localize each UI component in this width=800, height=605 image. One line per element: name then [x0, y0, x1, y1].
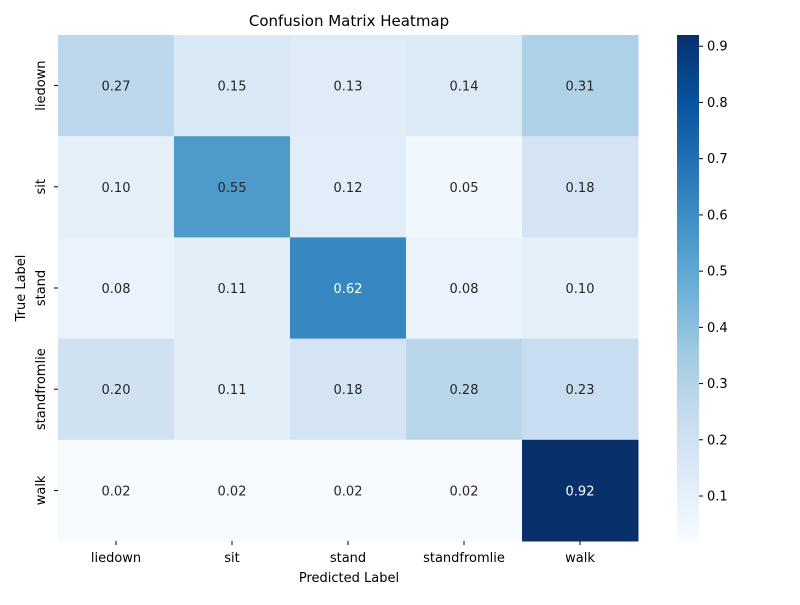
- cell-value-label: 0.18: [566, 181, 595, 196]
- heatmap-cell: [522, 237, 639, 340]
- heatmap-cell: [406, 338, 523, 441]
- x-axis-ticks: liedown sit stand standfromlie walk: [91, 541, 595, 566]
- x-tick-label: sit: [224, 551, 239, 566]
- heatmap-cell: [406, 439, 523, 542]
- colorbar-tick-label: 0.9: [707, 40, 728, 55]
- heatmap-cell: [290, 35, 407, 137]
- cell-value-label: 0.13: [334, 80, 363, 95]
- cell-value-label: 0.23: [566, 383, 595, 398]
- heatmap-cells: 0.27 0.15 0.13 0.14 0.31 0.10 0.55 0.12 0.05 0.18…: [58, 35, 639, 542]
- colorbar-tick-label: 0.7: [707, 152, 728, 167]
- cell-value-label: 0.02: [450, 484, 479, 499]
- heatmap-cell: [174, 35, 291, 137]
- heatmap-cell: [290, 136, 407, 238]
- colorbar-tick-label: 0.2: [707, 433, 728, 448]
- colorbar-tick-label: 0.1: [707, 490, 728, 505]
- heatmap-cell: [406, 237, 523, 340]
- cell-value-label: 0.10: [102, 181, 131, 196]
- cell-value-label: 0.14: [450, 80, 479, 95]
- y-tick-label: liedown: [34, 60, 49, 110]
- heatmap-cell: [58, 439, 175, 542]
- cell-value-label: 0.15: [218, 80, 247, 95]
- heatmap-cell: [174, 439, 291, 542]
- y-axis-label: True Label: [14, 255, 29, 323]
- heatmap-cell: [174, 338, 291, 441]
- x-tick-label: walk: [565, 551, 595, 566]
- cell-value-label: 0.12: [334, 181, 363, 196]
- cell-value-label: 0.55: [218, 181, 247, 196]
- cell-value-label: 0.62: [334, 282, 363, 297]
- x-tick-label: stand: [330, 551, 366, 566]
- y-tick-label: walk: [34, 475, 49, 505]
- heatmap-cell: [174, 136, 291, 238]
- cell-value-label: 0.02: [218, 484, 247, 499]
- cell-value-label: 0.02: [334, 484, 363, 499]
- heatmap-cell: [58, 35, 175, 137]
- chart-title: Confusion Matrix Heatmap: [249, 12, 449, 30]
- x-axis-label: Predicted Label: [299, 571, 399, 586]
- colorbar-tick-label: 0.5: [707, 265, 728, 280]
- cell-value-label: 0.11: [218, 383, 247, 398]
- colorbar-tick-label: 0.8: [707, 96, 728, 111]
- colorbar-tick-label: 0.6: [707, 208, 728, 223]
- cell-value-label: 0.08: [450, 282, 479, 297]
- colorbar-ticks: 0.1 0.2 0.3 0.4 0.5 0.6 0.7 0.8 0.9: [699, 40, 728, 505]
- cell-value-label: 0.10: [566, 282, 595, 297]
- colorbar-tick-label: 0.3: [707, 377, 728, 392]
- cell-value-label: 0.31: [566, 80, 595, 95]
- cell-value-label: 0.11: [218, 282, 247, 297]
- heatmap-cell: [290, 439, 407, 542]
- heatmap-cell: [174, 237, 291, 340]
- colorbar: [677, 35, 699, 541]
- cell-value-label: 0.02: [102, 484, 131, 499]
- heatmap-cell: [290, 237, 407, 340]
- heatmap-cell: [58, 237, 175, 340]
- cell-value-label: 0.05: [450, 181, 479, 196]
- cell-value-label: 0.20: [102, 383, 131, 398]
- heatmap-cell: [406, 136, 523, 238]
- cell-value-label: 0.18: [334, 383, 363, 398]
- heatmap-cell: [406, 35, 523, 137]
- heatmap-cell: [522, 136, 639, 238]
- heatmap-cell: [58, 338, 175, 441]
- cell-value-label: 0.92: [566, 484, 595, 499]
- x-tick-label: liedown: [91, 551, 141, 566]
- cell-value-label: 0.08: [102, 282, 131, 297]
- y-tick-label: standfromlie: [34, 348, 49, 430]
- y-axis-ticks: liedown sit stand standfromlie walk: [34, 60, 58, 505]
- heatmap-cell: [522, 35, 639, 137]
- heatmap-cell: [58, 136, 175, 238]
- colorbar-tick-label: 0.4: [707, 321, 728, 336]
- cell-value-label: 0.27: [102, 80, 131, 95]
- heatmap-cell: [522, 439, 639, 542]
- heatmap-cell: [522, 338, 639, 441]
- cell-value-label: 0.28: [450, 383, 479, 398]
- x-tick-label: standfromlie: [423, 551, 505, 566]
- y-tick-label: stand: [34, 270, 49, 306]
- y-tick-label: sit: [34, 179, 49, 194]
- heatmap-cell: [290, 338, 407, 441]
